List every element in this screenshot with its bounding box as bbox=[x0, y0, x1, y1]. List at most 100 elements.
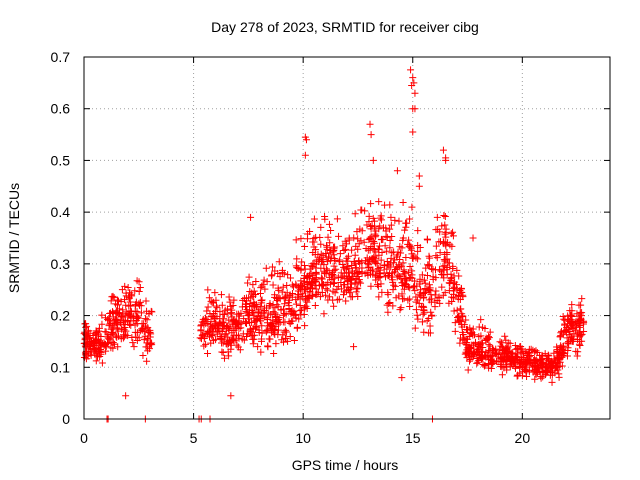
data-point bbox=[379, 236, 387, 244]
data-point bbox=[367, 200, 375, 208]
data-point bbox=[125, 320, 133, 328]
data-point bbox=[366, 120, 374, 128]
axis-ticks: 0 0.1 0.2 0.3 0.4 0.5 0.6 0.7 0 5 10 15 20 bbox=[51, 49, 610, 446]
data-point bbox=[387, 213, 395, 221]
data-point bbox=[321, 291, 329, 299]
data-point bbox=[267, 272, 275, 280]
data-point bbox=[309, 238, 317, 246]
data-point bbox=[95, 324, 103, 332]
data-point bbox=[469, 350, 477, 358]
data-point bbox=[532, 370, 540, 378]
data-point bbox=[308, 292, 316, 300]
data-point bbox=[129, 339, 137, 347]
data-point bbox=[449, 262, 457, 270]
data-point bbox=[258, 322, 266, 330]
data-point bbox=[420, 328, 428, 336]
data-point bbox=[470, 350, 478, 358]
data-point bbox=[415, 299, 423, 307]
data-point bbox=[367, 282, 375, 290]
data-point bbox=[323, 266, 331, 274]
data-point bbox=[553, 346, 561, 354]
data-point bbox=[318, 257, 326, 265]
data-point bbox=[269, 308, 277, 316]
data-point bbox=[312, 291, 320, 299]
data-point bbox=[465, 351, 473, 359]
data-point bbox=[343, 254, 351, 262]
data-point bbox=[354, 284, 362, 292]
data-point bbox=[462, 316, 470, 324]
data-point bbox=[560, 342, 568, 350]
data-point bbox=[466, 343, 474, 351]
data-point bbox=[260, 276, 268, 284]
data-point bbox=[247, 294, 255, 302]
data-point bbox=[236, 346, 244, 354]
data-point bbox=[346, 276, 354, 284]
data-point bbox=[519, 368, 527, 376]
data-point bbox=[114, 318, 122, 326]
data-point bbox=[85, 327, 93, 335]
data-point bbox=[440, 212, 448, 220]
data-point bbox=[386, 244, 394, 252]
data-point bbox=[247, 213, 255, 221]
data-point bbox=[414, 315, 422, 323]
data-point bbox=[113, 333, 121, 341]
data-point bbox=[133, 329, 141, 337]
data-point bbox=[429, 273, 437, 281]
data-point bbox=[415, 182, 423, 190]
data-point bbox=[267, 321, 275, 329]
data-point bbox=[512, 345, 520, 353]
data-point bbox=[448, 242, 456, 250]
data-point bbox=[295, 315, 303, 323]
data-point bbox=[95, 347, 103, 355]
data-point bbox=[226, 339, 234, 347]
data-point bbox=[431, 291, 439, 299]
data-point bbox=[90, 340, 98, 348]
data-point bbox=[205, 294, 213, 302]
data-point bbox=[284, 271, 292, 279]
data-point bbox=[104, 334, 112, 342]
data-point bbox=[200, 342, 208, 350]
data-point bbox=[516, 363, 524, 371]
data-point bbox=[282, 334, 290, 342]
data-point bbox=[249, 340, 257, 348]
data-point bbox=[269, 316, 277, 324]
data-point bbox=[282, 326, 290, 334]
data-point bbox=[220, 310, 228, 318]
data-point bbox=[268, 271, 276, 279]
data-point bbox=[580, 328, 588, 336]
data-point bbox=[265, 302, 273, 310]
data-point bbox=[580, 317, 588, 325]
data-point bbox=[438, 222, 446, 230]
data-point bbox=[218, 333, 226, 341]
data-point bbox=[508, 359, 516, 367]
data-point bbox=[293, 255, 301, 263]
data-point bbox=[291, 311, 299, 319]
data-point bbox=[501, 332, 509, 340]
data-point bbox=[403, 277, 411, 285]
y-tick-label: 0.5 bbox=[51, 152, 71, 168]
data-point bbox=[381, 262, 389, 270]
data-point bbox=[318, 275, 326, 283]
data-point bbox=[573, 310, 581, 318]
data-point bbox=[502, 336, 510, 344]
data-point bbox=[498, 371, 506, 379]
data-point bbox=[106, 309, 114, 317]
data-point bbox=[374, 245, 382, 253]
data-point bbox=[376, 266, 384, 274]
data-point bbox=[286, 291, 294, 299]
data-point bbox=[92, 330, 100, 338]
data-point bbox=[140, 336, 148, 344]
data-point bbox=[341, 281, 349, 289]
data-point bbox=[107, 297, 115, 305]
data-point bbox=[391, 216, 399, 224]
data-point bbox=[307, 285, 315, 293]
data-point bbox=[137, 309, 145, 317]
data-point bbox=[143, 335, 151, 343]
data-point bbox=[136, 283, 144, 291]
data-point bbox=[109, 292, 117, 300]
data-point bbox=[477, 332, 485, 340]
data-point bbox=[514, 372, 522, 380]
data-point bbox=[486, 328, 494, 336]
data-point bbox=[312, 274, 320, 282]
data-point bbox=[406, 215, 414, 223]
